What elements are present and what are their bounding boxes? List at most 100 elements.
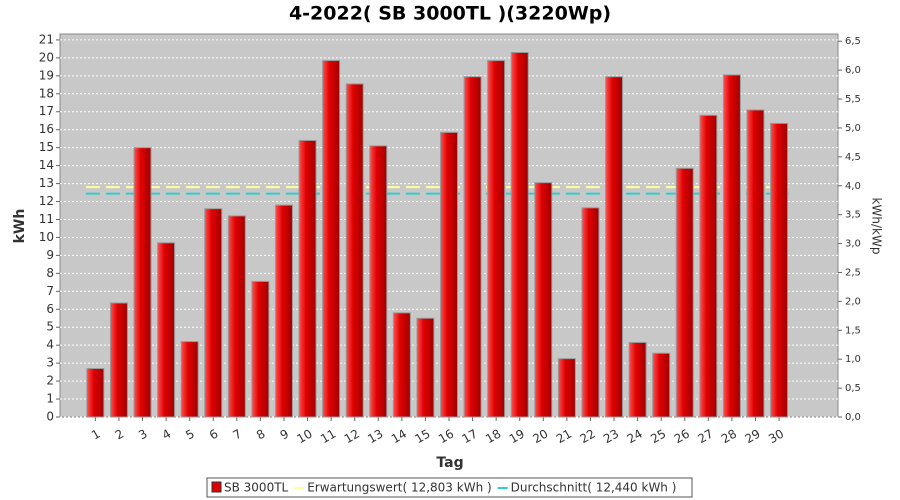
x-tick-label: 13 — [365, 427, 385, 447]
x-tick-label: 14 — [389, 427, 409, 447]
bar — [534, 182, 553, 418]
x-tick-label: 24 — [625, 427, 645, 447]
x-tick-label: 23 — [601, 427, 621, 447]
bar — [392, 312, 411, 418]
bar — [322, 60, 341, 418]
bar — [628, 341, 647, 418]
bar — [369, 145, 388, 418]
bar — [157, 242, 176, 418]
y-tick-label: 14 — [39, 158, 54, 172]
x-tick-label: 6 — [207, 427, 221, 443]
x-tick-label: 3 — [136, 427, 150, 443]
x-tick-label: 29 — [743, 427, 763, 447]
y-tick-label: 15 — [39, 140, 54, 154]
bar — [463, 76, 482, 418]
x-axis-label: Tag — [436, 455, 463, 471]
bar — [557, 358, 576, 418]
bar — [86, 368, 105, 418]
y2-tick-label: 2,5 — [845, 267, 861, 278]
x-tick-label: 26 — [672, 427, 692, 447]
x-tick-label: 19 — [507, 427, 527, 447]
y-tick-label: 3 — [46, 356, 54, 370]
bar — [746, 109, 765, 418]
x-tick-label: 5 — [183, 427, 197, 443]
y-tick-label: 19 — [39, 68, 54, 82]
y2-tick-label: 1,0 — [845, 354, 861, 365]
y2-tick-label: 5,5 — [845, 94, 861, 105]
bar — [227, 215, 246, 418]
x-tick-label: 12 — [342, 427, 362, 447]
x-tick-label: 1 — [89, 427, 103, 443]
y2-tick-label: 0,0 — [845, 412, 861, 423]
y-tick-label: 2 — [46, 374, 54, 388]
bar — [345, 83, 364, 418]
x-tick-label: 8 — [254, 427, 268, 443]
y-tick-label: 6 — [46, 302, 54, 316]
bar — [440, 131, 458, 418]
bar — [298, 139, 317, 418]
y2-tick-label: 6,0 — [845, 65, 861, 76]
bar — [722, 74, 741, 418]
y-tick-label: 21 — [39, 32, 54, 46]
y2-tick-label: 4,5 — [845, 152, 861, 163]
y-tick-label: 9 — [46, 248, 54, 262]
x-tick-label: 17 — [460, 427, 480, 447]
y-tick-label: 1 — [46, 392, 54, 406]
y2-tick-label: 1,5 — [845, 325, 861, 336]
legend-label: Erwartungswert( 12,803 kWh ) — [307, 481, 491, 495]
y-tick-label: 12 — [39, 194, 54, 208]
bar — [652, 352, 671, 418]
x-tick-label: 2 — [113, 427, 127, 443]
x-tick-label: 15 — [412, 427, 432, 447]
chart-title: 4-2022( SB 3000TL )(3220Wp) — [289, 3, 611, 25]
bar — [416, 317, 435, 418]
bar — [274, 204, 293, 418]
y-tick-label: 13 — [39, 176, 54, 190]
x-tick-label: 16 — [436, 427, 456, 447]
x-tick-label: 4 — [160, 427, 174, 443]
y2-tick-label: 4,0 — [845, 181, 861, 192]
y2-tick-label: 6,5 — [845, 36, 861, 47]
x-tick-label: 27 — [695, 427, 715, 447]
bar — [487, 60, 506, 418]
bar — [510, 51, 529, 418]
bar — [251, 280, 270, 418]
legend-swatch — [211, 481, 222, 493]
y-axis-label: kWh — [12, 209, 28, 244]
x-tick-label: 25 — [648, 427, 668, 447]
legend-label: Durchschnitt( 12,440 kWh ) — [511, 481, 677, 495]
x-tick-label: 10 — [295, 427, 315, 447]
x-tick-label: 21 — [554, 427, 574, 447]
x-tick-label: 28 — [719, 427, 739, 447]
y-tick-label: 16 — [39, 122, 54, 136]
bar — [581, 207, 600, 418]
y2-axis-label: kWh/kWp — [870, 198, 884, 255]
bar — [770, 122, 789, 418]
x-tick-label: 11 — [318, 427, 338, 447]
x-tick-label: 20 — [530, 427, 550, 447]
bar — [605, 76, 624, 418]
y-tick-label: 8 — [46, 266, 54, 280]
bar — [180, 341, 199, 418]
x-tick-label: 22 — [577, 427, 597, 447]
y-tick-label: 20 — [39, 50, 54, 64]
bar — [204, 208, 223, 418]
y-tick-label: 11 — [39, 212, 54, 226]
legend-box — [206, 477, 693, 498]
y2-tick-label: 3,0 — [845, 239, 861, 250]
bar — [109, 302, 128, 418]
y-tick-label: 0 — [46, 410, 54, 424]
y-tick-label: 10 — [39, 230, 54, 244]
y-tick-label: 17 — [39, 104, 54, 118]
bar — [699, 114, 718, 418]
bar — [133, 147, 152, 418]
y-tick-label: 7 — [46, 284, 54, 298]
y2-tick-label: 5,0 — [845, 123, 861, 134]
y-tick-label: 5 — [46, 320, 54, 334]
x-tick-label: 18 — [483, 427, 503, 447]
y-tick-label: 18 — [39, 86, 54, 100]
legend-label: SB 3000TL — [224, 481, 289, 495]
bar — [675, 167, 694, 418]
y2-tick-label: 0,5 — [845, 383, 861, 394]
